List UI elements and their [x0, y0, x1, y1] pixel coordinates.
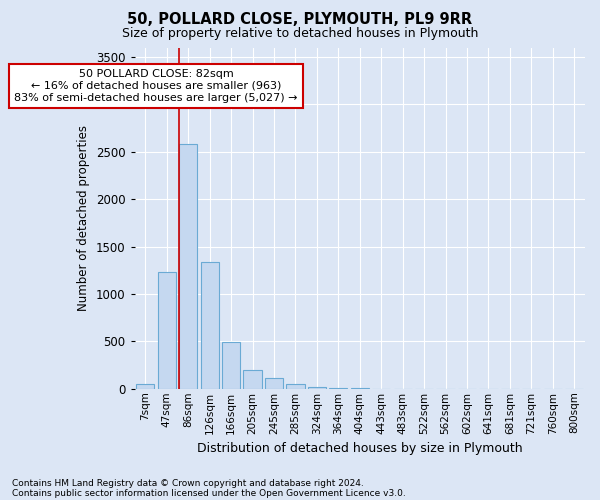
Text: Size of property relative to detached houses in Plymouth: Size of property relative to detached ho… — [122, 28, 478, 40]
Bar — [222, 342, 240, 389]
Bar — [200, 262, 219, 389]
Text: Contains public sector information licensed under the Open Government Licence v3: Contains public sector information licen… — [12, 488, 406, 498]
Text: Contains HM Land Registry data © Crown copyright and database right 2024.: Contains HM Land Registry data © Crown c… — [12, 478, 364, 488]
Text: 50 POLLARD CLOSE: 82sqm
← 16% of detached houses are smaller (963)
83% of semi-d: 50 POLLARD CLOSE: 82sqm ← 16% of detache… — [14, 70, 298, 102]
Bar — [136, 384, 154, 389]
Bar — [244, 370, 262, 389]
Bar — [308, 387, 326, 389]
X-axis label: Distribution of detached houses by size in Plymouth: Distribution of detached houses by size … — [197, 442, 523, 455]
Bar — [179, 144, 197, 389]
Text: 50, POLLARD CLOSE, PLYMOUTH, PL9 9RR: 50, POLLARD CLOSE, PLYMOUTH, PL9 9RR — [127, 12, 473, 28]
Bar — [286, 384, 305, 389]
Y-axis label: Number of detached properties: Number of detached properties — [77, 125, 91, 311]
Bar — [265, 378, 283, 389]
Bar — [158, 272, 176, 389]
